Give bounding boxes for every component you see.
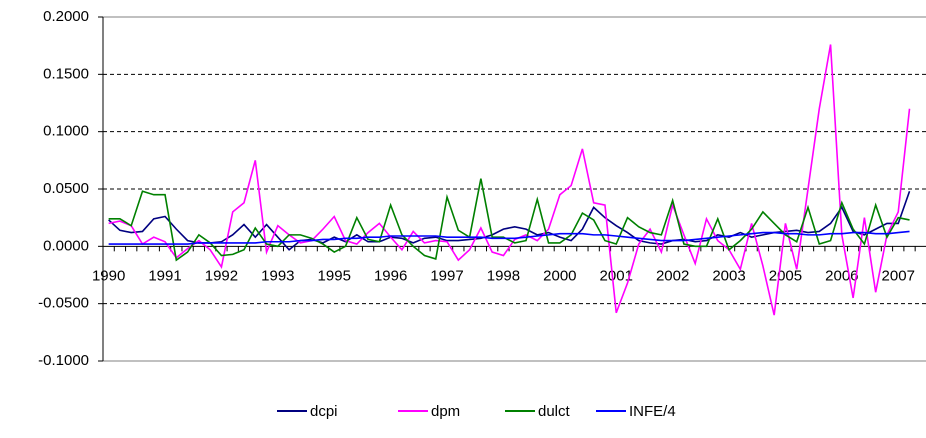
x-tick-label: 2002 bbox=[656, 267, 689, 284]
y-tick-label: 0.1000 bbox=[43, 123, 89, 140]
x-tick-label: 2001 bbox=[600, 267, 633, 284]
x-tick-label: 2005 bbox=[769, 267, 802, 284]
y-tick-label: 0.0500 bbox=[43, 180, 89, 197]
legend-label: dulct bbox=[538, 403, 571, 420]
x-tick-label: 1998 bbox=[487, 267, 520, 284]
x-tick-label: 1996 bbox=[374, 267, 407, 284]
series-line bbox=[108, 230, 910, 245]
series-line bbox=[108, 44, 911, 316]
series-line bbox=[108, 178, 910, 262]
y-tick-label: 0.0000 bbox=[43, 237, 89, 254]
legend-label: dpm bbox=[431, 403, 460, 420]
x-tick-label: 1997 bbox=[430, 267, 463, 284]
legend-label: INFE/4 bbox=[629, 403, 676, 420]
x-tick-label: 2006 bbox=[825, 267, 858, 284]
x-tick-label: 1995 bbox=[318, 267, 351, 284]
x-tick-label: 2003 bbox=[712, 267, 745, 284]
x-tick-label: 1990 bbox=[92, 267, 125, 284]
x-tick-label: 1993 bbox=[261, 267, 294, 284]
x-tick-label: 1991 bbox=[148, 267, 181, 284]
x-tick-label: 2000 bbox=[543, 267, 576, 284]
y-tick-label: 0.2000 bbox=[43, 8, 89, 25]
x-tick-label: 2007 bbox=[882, 267, 915, 284]
legend-label: dcpi bbox=[310, 403, 338, 420]
x-tick-label: 1992 bbox=[205, 267, 238, 284]
y-tick-label: -0.0500 bbox=[38, 295, 89, 312]
y-tick-label: -0.1000 bbox=[38, 352, 89, 369]
y-tick-label: 0.1500 bbox=[43, 65, 89, 82]
